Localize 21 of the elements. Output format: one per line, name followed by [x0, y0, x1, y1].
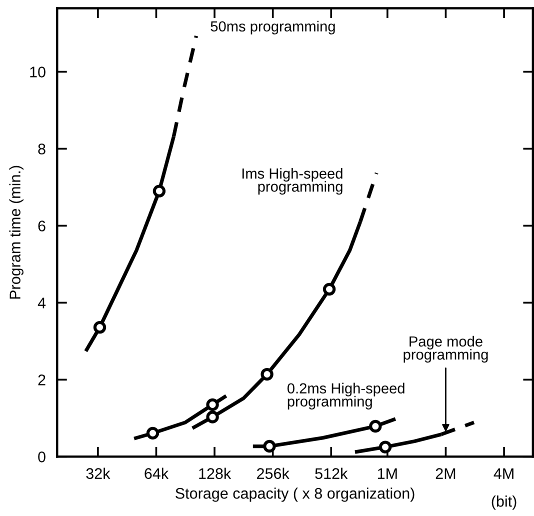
y-tick-label: 4 — [38, 298, 46, 308]
annotation: 50ms programming — [210, 20, 335, 34]
x-tick-label: 512k — [315, 468, 348, 479]
y-tick-label: 10 — [30, 66, 46, 78]
x-tick-label: 256k — [257, 468, 290, 479]
text: (bit) — [492, 496, 516, 510]
x-tick-label: 1M — [378, 468, 397, 479]
annotation: 0.2ms High-speed programming — [287, 382, 404, 410]
x-axis-title: Storage capacity ( x 8 organization) — [176, 488, 414, 502]
y-tick-label: 2 — [38, 374, 46, 386]
annotation: Ims High-speed programming — [242, 168, 342, 195]
y-tick-label: 8 — [38, 144, 46, 154]
annotation: Page mode programming — [404, 336, 488, 363]
x-tick-label: 64k — [144, 468, 169, 479]
x-tick-label: 32k — [86, 468, 110, 479]
y-axis-title: Program time (min.) — [9, 166, 24, 299]
x-tick-label: 2M — [436, 468, 456, 479]
x-tick-label: 128k — [199, 468, 232, 479]
x-tick-label: 4M — [494, 468, 514, 479]
y-tick-label: 6 — [38, 220, 46, 232]
y-tick-label: 0 — [38, 452, 46, 462]
